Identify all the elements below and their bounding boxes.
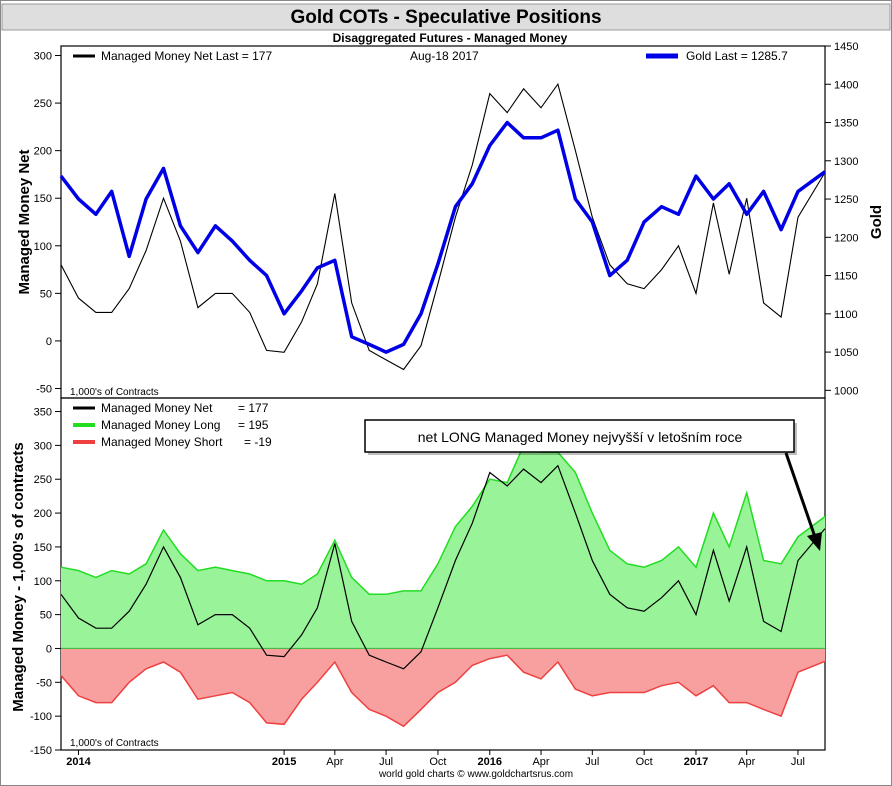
bottom-tick-label: -50 [36, 677, 52, 689]
legend-mm-short-value: = -19 [244, 435, 272, 449]
legend-net-label: Managed Money Net Last = 177 [101, 49, 272, 63]
legend-mm-long-label: Managed Money Long [101, 418, 220, 432]
top-lines [59, 82, 827, 371]
x-tick-label: 2016 [478, 756, 502, 768]
chart-subtitle: Disaggregated Futures - Managed Money [333, 31, 568, 45]
legend-mm-net-label: Managed Money Net [101, 401, 213, 415]
top-left-tick-label: -50 [36, 383, 52, 395]
short-area [61, 648, 825, 727]
x-tick-label: Apr [326, 756, 343, 768]
bottom-tick-label: 250 [34, 474, 52, 486]
legend-date: Aug-18 2017 [410, 49, 479, 63]
bottom-tick-label: 300 [34, 440, 52, 452]
top-net-line [60, 82, 826, 371]
long-series-line [60, 444, 826, 596]
top-left-tick-label: 150 [34, 193, 52, 205]
top-right-tick-label: 1150 [834, 271, 858, 283]
bottom-tick-label: 150 [34, 542, 52, 554]
top-right-tick-label: 1050 [834, 347, 858, 359]
top-right-tick-label: 1250 [834, 194, 858, 206]
top-left-tick-label: 200 [34, 146, 52, 158]
x-tick-label: Jul [791, 756, 805, 768]
x-tick-label: Jul [379, 756, 393, 768]
x-tick-label: Jul [585, 756, 599, 768]
top-units-note: 1,000's of Contracts [70, 387, 159, 398]
long-area [61, 445, 825, 649]
x-tick-label: Oct [429, 756, 446, 768]
top-right-axis: 1450 1400 1350 1300 1250 1200 1150 1100 1050 1000 [825, 41, 858, 397]
chart-title: Gold COTs - Speculative Positions [290, 7, 601, 28]
bottom-areas [61, 445, 825, 727]
top-right-tick-label: 1350 [834, 118, 858, 130]
top-right-tick-label: 1450 [834, 41, 858, 53]
legend-mm-short-label: Managed Money Short [101, 435, 223, 449]
x-tick-label: 2015 [272, 756, 296, 768]
legend-mm-long-value: = 195 [238, 418, 269, 432]
annotation-box [364, 419, 795, 453]
top-right-tick-label: 1400 [834, 79, 858, 91]
top-y2label: Gold [868, 205, 885, 239]
bottom-tick-label: 0 [46, 643, 52, 655]
annotation-arrow-head [807, 532, 822, 551]
x-tick-label: Oct [636, 756, 653, 768]
short-series-line [60, 654, 826, 728]
top-left-tick-label: 100 [34, 241, 52, 253]
bottom-tick-label: -150 [30, 745, 52, 757]
legend-mm-net-value: = 177 [238, 401, 269, 415]
top-left-tick-label: 0 [46, 336, 52, 348]
bottom-tick-label: 50 [40, 610, 52, 622]
legend-gold-label: Gold Last = 1285.7 [686, 49, 788, 63]
bottom-lines [60, 444, 826, 728]
top-ylabel: Managed Money Net [16, 149, 33, 294]
top-left-tick-label: 50 [40, 288, 52, 300]
top-left-tick-label: 250 [34, 98, 52, 110]
bottom-units-note: 1,000's of Contracts [70, 738, 159, 749]
top-left-tick-label: 300 [34, 51, 52, 63]
x-tick-label: 2017 [684, 756, 708, 768]
bottom-tick-label: -100 [30, 711, 52, 723]
bottom-left-axis: 350 300 250 200 150 100 50 0 -50 -100 -150 [30, 407, 61, 757]
gold-price-line [59, 120, 827, 354]
x-tick-label: Apr [532, 756, 549, 768]
title-bar [1, 3, 891, 31]
top-right-tick-label: 1300 [834, 156, 858, 168]
x-tick-label: 2014 [66, 756, 91, 768]
top-right-tick-label: 1100 [834, 309, 858, 321]
net-series-line [60, 464, 826, 670]
bottom-tick-label: 100 [34, 576, 52, 588]
top-left-axis: 300 250 200 150 100 50 0 -50 [34, 51, 61, 395]
top-right-tick-label: 1200 [834, 232, 858, 244]
top-right-tick-label: 1000 [834, 385, 858, 397]
footer-credit: world gold charts © www.goldchartsrus.co… [378, 769, 573, 780]
bottom-tick-label: 350 [34, 407, 52, 419]
bottom-ylabel: Managed Money - 1,000's of contracts [10, 442, 27, 711]
x-axis: 2014 2015 Apr Jul Oct 2016 Apr Jul Oct 2017 Apr Jul [66, 750, 805, 768]
x-tick-label: Apr [738, 756, 755, 768]
bottom-tick-label: 200 [34, 508, 52, 520]
annotation-text: net LONG Managed Money nejvyšší v letošn… [418, 429, 743, 445]
annotation-arrow-line [784, 452, 817, 538]
